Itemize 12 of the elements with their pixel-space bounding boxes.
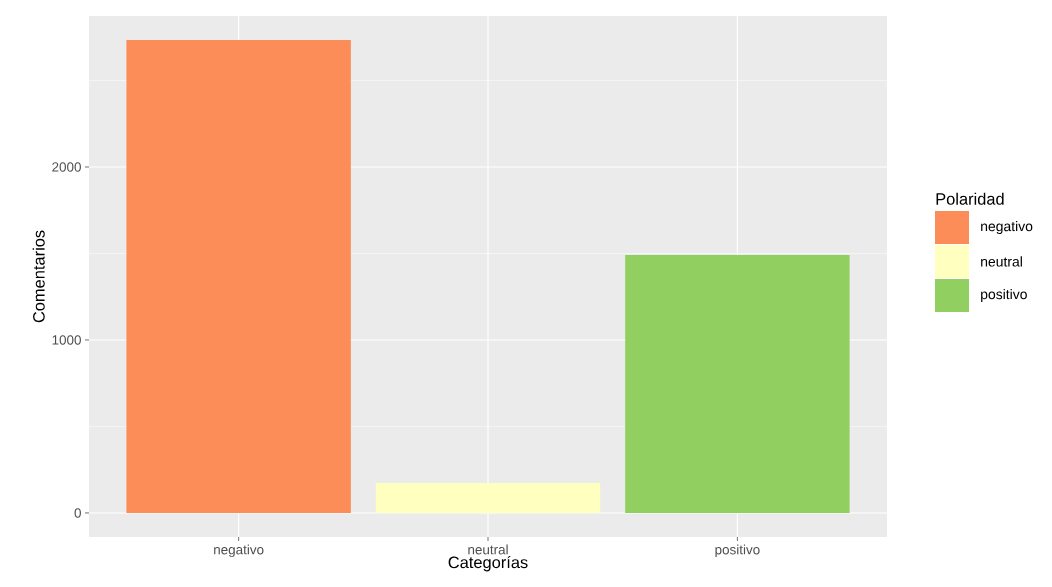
legend-label: neutral — [981, 256, 1022, 267]
legend-label: positivo — [981, 288, 1027, 302]
legend-label: negativo — [981, 220, 1033, 234]
y-tick-label: 1000 — [52, 335, 81, 345]
y-axis-title: Comentarios — [32, 230, 45, 323]
x-tick-label: neutral — [468, 544, 508, 555]
legend-title: Polaridad — [936, 192, 1004, 205]
x-tick-label: positivo — [715, 544, 760, 558]
x-tick-label: negativo — [214, 544, 264, 558]
y-tick-label: 2000 — [52, 162, 81, 172]
x-axis-title: Categorías — [448, 555, 528, 572]
y-tick-label: 0 — [74, 508, 81, 518]
